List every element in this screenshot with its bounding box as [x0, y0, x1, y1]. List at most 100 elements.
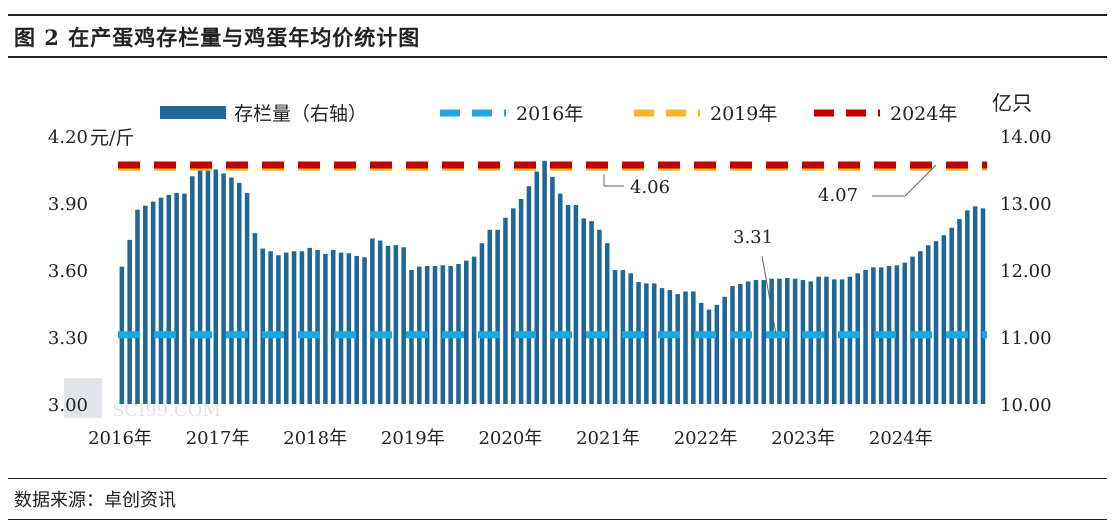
bar — [753, 280, 759, 404]
y-right-tick-label: 10.00 — [1000, 395, 1052, 416]
bar — [385, 245, 391, 404]
x-tick-label: 2019年 — [381, 428, 445, 449]
annotation-leader — [603, 174, 624, 187]
bar — [550, 176, 555, 404]
bar — [565, 205, 571, 404]
bar — [808, 281, 814, 404]
bar — [604, 243, 610, 404]
annotation-leader — [761, 255, 777, 335]
bar — [863, 270, 868, 404]
legend-label: 2019年 — [710, 103, 777, 125]
y-left-unit: 元/斤 — [90, 127, 134, 149]
annotation-leader — [872, 164, 937, 197]
legend-label: 存栏量（右轴） — [234, 103, 367, 125]
bar — [941, 235, 947, 404]
bar — [636, 282, 641, 404]
y-right-tick-label: 11.00 — [1000, 328, 1052, 349]
bar — [659, 288, 665, 404]
annotation-label: 4.07 — [818, 185, 858, 206]
annotation-label: 3.31 — [733, 227, 773, 248]
bar — [526, 186, 532, 404]
bar — [471, 256, 477, 404]
bar — [487, 229, 493, 404]
bar — [197, 169, 203, 404]
title-rule — [8, 56, 1107, 58]
bar — [965, 210, 970, 404]
bar — [792, 278, 798, 404]
bar — [839, 279, 845, 404]
bar — [972, 206, 978, 404]
x-tick-label: 2018年 — [283, 428, 347, 449]
bar — [534, 171, 540, 404]
bar — [667, 290, 673, 404]
bar — [855, 273, 861, 404]
bar — [330, 249, 336, 404]
legend: 存栏量（右轴） 2016年 2019年 2024年 — [160, 103, 957, 125]
bar — [503, 217, 508, 404]
y-right-tick-label: 13.00 — [1000, 194, 1052, 215]
bar — [377, 240, 383, 404]
x-tick-label: 2021年 — [576, 428, 640, 449]
bar — [143, 205, 148, 404]
bar — [816, 276, 821, 404]
bar — [925, 245, 931, 404]
bar — [557, 193, 563, 404]
bar — [573, 205, 579, 404]
bar — [464, 260, 469, 404]
bar — [628, 273, 633, 404]
bar — [581, 218, 587, 404]
bar — [346, 253, 352, 404]
source-rule-bottom — [8, 519, 1107, 520]
bar — [135, 209, 140, 404]
bar — [276, 255, 281, 404]
y-left-tick-label: 3.30 — [48, 328, 88, 349]
x-tick-label: 2023年 — [771, 428, 835, 449]
bar — [237, 182, 242, 404]
y-left-tick-label: 3.60 — [48, 261, 88, 282]
legend-label: 2024年 — [890, 103, 957, 125]
bar — [714, 304, 720, 404]
bar — [182, 193, 187, 404]
bar — [918, 251, 923, 404]
bar — [432, 265, 438, 404]
bar — [174, 192, 179, 404]
y-right-tick-label: 14.00 — [1000, 127, 1052, 148]
bar — [949, 227, 954, 404]
bar — [315, 249, 320, 404]
bar — [691, 291, 696, 404]
legend-label: 2016年 — [516, 103, 583, 125]
bar — [299, 251, 305, 404]
bar — [362, 257, 367, 404]
legend-swatch — [160, 106, 226, 119]
top-rule — [8, 14, 1107, 16]
y-right-tick-label: 12.00 — [1000, 261, 1052, 282]
bar — [150, 201, 156, 404]
bar — [800, 280, 806, 404]
annotations: 4.06 4.07 3.31 — [603, 164, 937, 335]
x-tick-label: 2022年 — [674, 428, 738, 449]
bar — [323, 253, 328, 404]
bar — [370, 238, 375, 404]
bar — [542, 160, 547, 404]
bar — [738, 284, 743, 404]
bar — [354, 255, 359, 404]
bar — [612, 270, 618, 404]
bar — [644, 283, 649, 404]
bar — [777, 278, 782, 404]
bar — [910, 256, 915, 404]
bar — [894, 265, 900, 404]
bar — [190, 176, 195, 404]
watermark-logo-icon — [64, 378, 102, 418]
bar — [730, 286, 735, 404]
bar — [158, 197, 164, 404]
bar — [213, 169, 219, 404]
bar — [761, 280, 767, 404]
bar — [260, 248, 266, 404]
y-left-tick-label: 3.00 — [48, 395, 88, 416]
bar — [511, 208, 516, 404]
bar — [518, 198, 524, 404]
bar — [675, 294, 680, 404]
bar — [785, 278, 790, 404]
bar — [244, 192, 250, 404]
bar — [221, 173, 226, 404]
